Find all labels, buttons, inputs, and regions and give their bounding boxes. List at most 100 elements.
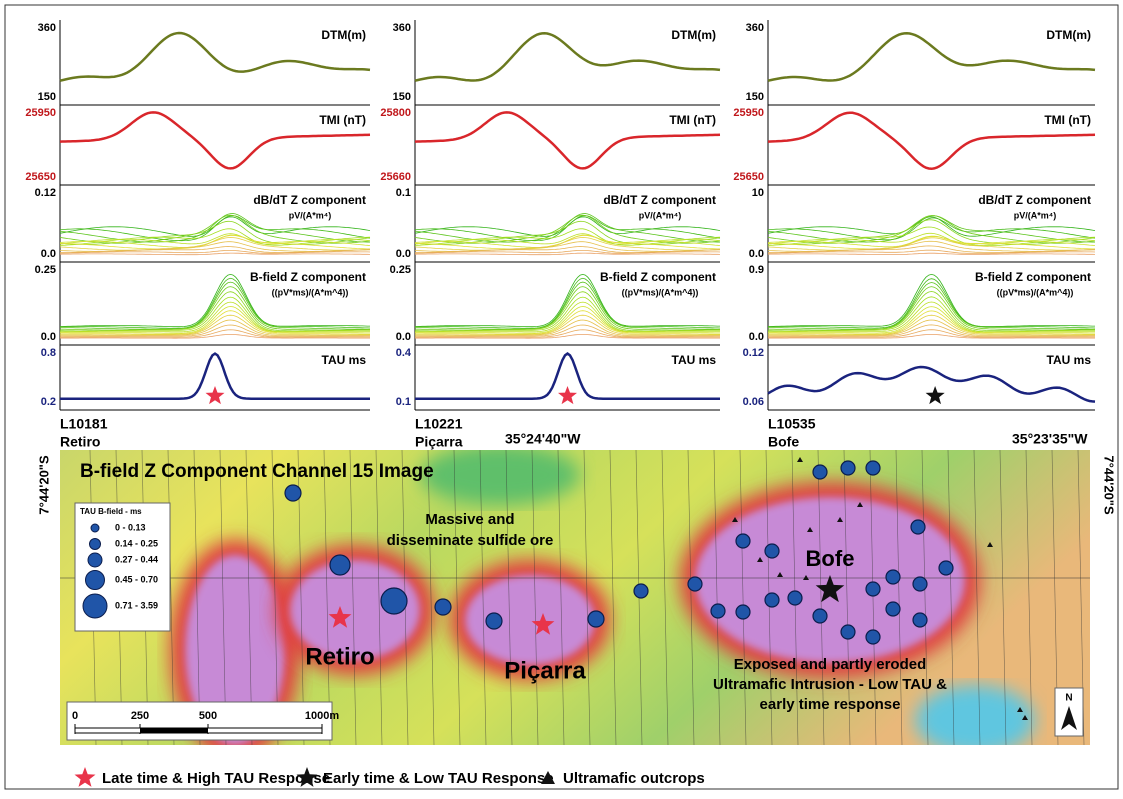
panel-title: dB/dT Z component bbox=[253, 193, 366, 207]
flight-line bbox=[297, 450, 305, 745]
em-channel bbox=[414, 220, 721, 245]
outcrop bbox=[732, 517, 738, 522]
outcrop bbox=[807, 527, 813, 532]
axis-bottom-label: 0.0 bbox=[749, 248, 764, 260]
tau-circle bbox=[764, 592, 780, 608]
panel-title: B-field Z component bbox=[250, 270, 366, 284]
em-channel bbox=[767, 273, 1095, 328]
target-label: Bofe bbox=[806, 546, 855, 571]
panel-title: DTM(m) bbox=[1046, 28, 1091, 42]
scale-label: 250 bbox=[131, 710, 149, 722]
flight-line bbox=[531, 450, 539, 745]
tau-curve bbox=[767, 365, 1096, 403]
tau-circle bbox=[840, 460, 856, 476]
tau-circle bbox=[787, 590, 803, 606]
em-channel bbox=[767, 216, 1096, 237]
legend-symbol bbox=[296, 767, 318, 787]
line-id: L10181 bbox=[60, 416, 108, 432]
em-channel bbox=[59, 213, 370, 243]
flight-line bbox=[245, 450, 253, 745]
em-channel bbox=[767, 237, 1096, 251]
em-channel bbox=[60, 310, 370, 335]
flight-line bbox=[947, 450, 955, 745]
em-channel bbox=[60, 277, 371, 329]
panel-title: dB/dT Z component bbox=[603, 193, 716, 207]
em-channel bbox=[59, 233, 371, 245]
scale-box bbox=[66, 701, 333, 741]
line-id: L10221 bbox=[415, 416, 463, 432]
flight-line bbox=[895, 450, 903, 745]
flight-line bbox=[713, 450, 721, 745]
tau-circle bbox=[840, 624, 856, 640]
em-channel bbox=[415, 319, 720, 337]
tau-legend-symbol bbox=[82, 593, 108, 619]
em-channel bbox=[59, 237, 371, 251]
tau-circle bbox=[380, 587, 408, 615]
em-channel bbox=[414, 301, 720, 333]
north-arrow bbox=[1061, 706, 1077, 730]
axis-top-label: 360 bbox=[393, 22, 411, 34]
tau-circle bbox=[587, 610, 605, 628]
scale-label: 500 bbox=[199, 710, 217, 722]
axis-bottom-label: 0.0 bbox=[396, 248, 411, 260]
em-channel bbox=[415, 310, 720, 335]
panel-title: TMI (nT) bbox=[1044, 113, 1091, 127]
star-marker bbox=[925, 386, 945, 405]
flight-line bbox=[193, 450, 201, 745]
em-channel bbox=[415, 314, 721, 336]
scale-label: 0 bbox=[72, 710, 78, 722]
panel-unit: pV/(A*m⁴) bbox=[1014, 210, 1056, 220]
axis-top-label: 0.4 bbox=[396, 347, 412, 359]
em-channel bbox=[414, 286, 720, 331]
flight-line bbox=[427, 450, 435, 745]
tau-circle bbox=[938, 560, 954, 576]
tau-circle bbox=[885, 601, 901, 617]
em-channel bbox=[59, 281, 370, 330]
star-marker bbox=[328, 606, 352, 628]
target-label: Retiro bbox=[305, 643, 374, 670]
flight-line bbox=[1025, 450, 1033, 745]
panel-title: DTM(m) bbox=[671, 28, 716, 42]
axis-top-label: 25950 bbox=[733, 107, 764, 119]
panel-unit: pV/(A*m⁴) bbox=[289, 210, 331, 220]
panel-title: B-field Z component bbox=[975, 270, 1091, 284]
panel-title: TAU ms bbox=[322, 353, 367, 367]
outcrop bbox=[1022, 715, 1028, 720]
star-marker bbox=[531, 613, 555, 635]
tau-circle bbox=[812, 464, 828, 480]
flight-line bbox=[167, 450, 175, 745]
em-channel bbox=[60, 314, 371, 336]
tau-circle bbox=[885, 569, 901, 585]
em-channel bbox=[767, 232, 1096, 246]
em-channel bbox=[768, 278, 1096, 329]
map-note: Ultramafic Intrusion - Low TAU & bbox=[713, 676, 947, 693]
scale-label: 1000m bbox=[305, 710, 339, 722]
star-marker bbox=[205, 386, 225, 405]
flight-line bbox=[609, 450, 617, 745]
em-channel bbox=[767, 301, 1095, 333]
axis-bottom-label: 0.0 bbox=[749, 331, 764, 343]
flight-line bbox=[843, 450, 851, 745]
em-channel bbox=[414, 233, 721, 245]
flight-line bbox=[583, 450, 591, 745]
panel-title: B-field Z component bbox=[600, 270, 716, 284]
axis-top-label: 0.8 bbox=[41, 347, 56, 359]
tau-circle bbox=[735, 533, 751, 549]
panel-title: TMI (nT) bbox=[319, 113, 366, 127]
em-channel bbox=[415, 334, 720, 339]
flight-line bbox=[349, 450, 357, 745]
em-channel bbox=[767, 235, 1096, 248]
em-channel bbox=[414, 237, 721, 251]
axis-bottom-label: 25660 bbox=[380, 171, 411, 183]
legend-label: Ultramafic outcrops bbox=[563, 770, 705, 787]
dtm-curve bbox=[59, 31, 371, 82]
em-channel bbox=[768, 306, 1095, 334]
map-title: B-field Z Component Channel 15 Image bbox=[80, 461, 434, 482]
em-channel bbox=[768, 249, 1096, 254]
axis-top-label: 0.9 bbox=[749, 264, 764, 276]
panel-title: TMI (nT) bbox=[669, 113, 716, 127]
axis-bottom-label: 0.1 bbox=[396, 396, 411, 408]
em-channel bbox=[768, 310, 1095, 335]
tau-legend-symbol bbox=[87, 552, 103, 568]
em-channel bbox=[768, 314, 1096, 336]
